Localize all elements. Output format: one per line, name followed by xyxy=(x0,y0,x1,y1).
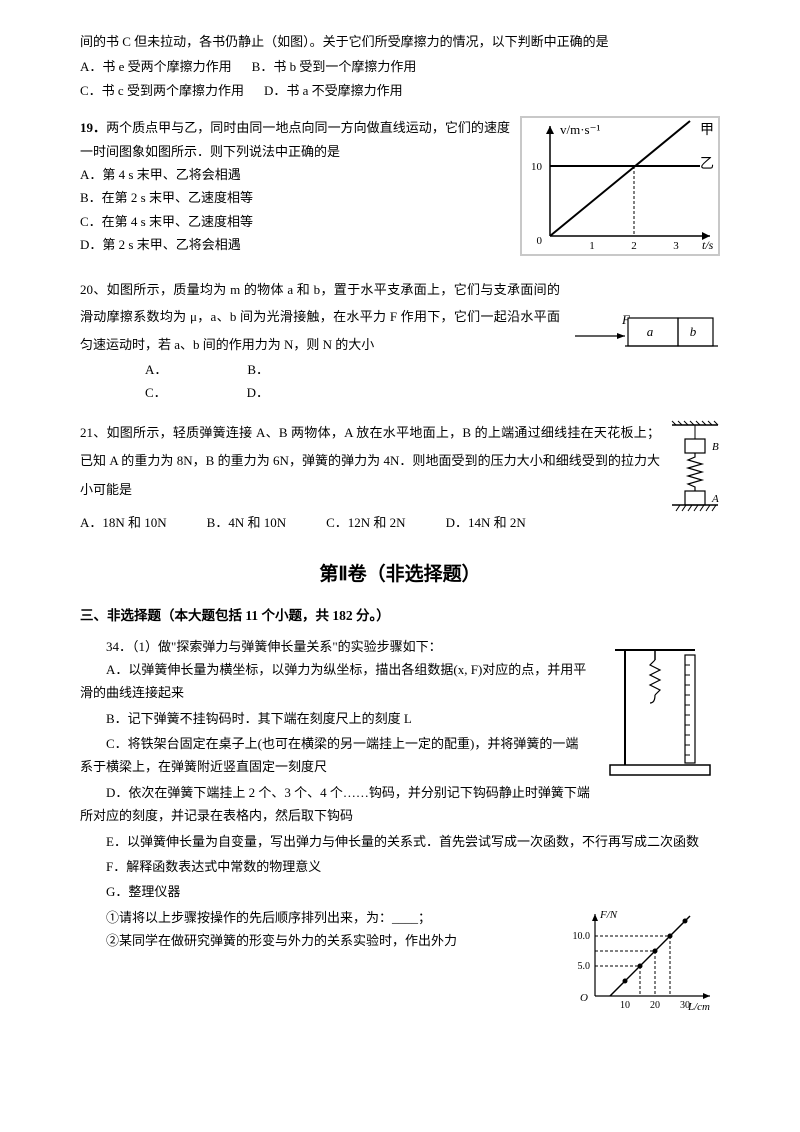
question-19: 1 2 3 10 0 v/m·s⁻¹ t/s 甲 乙 19．两个质点甲与乙，同时… xyxy=(80,116,720,262)
q18-opt-a: A．书 e 受两个摩擦力作用 xyxy=(80,55,232,78)
q34-step-g: G．整理仪器 xyxy=(80,880,720,903)
question-34: 34．（1）做"探索弹力与弹簧伸长量关系"的实验步骤如下： A．以弹簧伸长量为横… xyxy=(80,635,720,1022)
q34-step-d: D．依次在弹簧下端挂上 2 个、3 个、4 个……钩码，并分别记下钩码静止时弹簧… xyxy=(80,781,720,828)
q19-body: 两个质点甲与乙，同时由同一地点向同一方向做直线运动，它们的速度一时间图象如图所示… xyxy=(80,120,510,158)
svg-text:5.0: 5.0 xyxy=(578,961,591,972)
question-18-cont: 间的书 C 但未拉动，各书仍静止（如图）。关于它们所受摩擦力的情况，以下判断中正… xyxy=(80,30,720,102)
q20-opt-a: A． xyxy=(145,358,167,381)
question-21: B A 21、如图所示，轻质弹簧连接 A、B 两物体，A 放在水平地面上，B 的… xyxy=(80,419,720,534)
svg-text:0: 0 xyxy=(537,235,543,247)
q21-opt-c: C．12N 和 2N xyxy=(326,511,405,534)
q20-opt-c: C． xyxy=(145,381,167,404)
svg-text:F/N: F/N xyxy=(599,909,618,921)
q21-opt-a: A．18N 和 10N xyxy=(80,511,167,534)
svg-text:O: O xyxy=(580,992,588,1004)
svg-text:t/s: t/s xyxy=(702,238,714,252)
part3-title: 三、非选择题（本大题包括 11 个小题，共 182 分。） xyxy=(80,604,720,628)
q20-num: 20、 xyxy=(80,282,107,297)
question-20: F a b 20、如图所示，质量均为 m 的物体 a 和 b，置于水平支承面上，… xyxy=(80,276,720,405)
q34-chart: F/N L/cm O 5.0 10.0 10 20 30 xyxy=(570,906,720,1016)
q34-step-f: F．解释函数表达式中常数的物理意义 xyxy=(80,855,720,878)
q19-graph: 1 2 3 10 0 v/m·s⁻¹ t/s 甲 乙 xyxy=(520,116,720,256)
q21-body: 如图所示，轻质弹簧连接 A、B 两物体，A 放在水平地面上，B 的上端通过细线挂… xyxy=(80,425,660,497)
q21-num: 21、 xyxy=(80,425,107,440)
q34-intro-text: （1）做"探索弹力与弹簧伸长量关系"的实验步骤如下： xyxy=(132,639,442,654)
svg-text:v/m·s⁻¹: v/m·s⁻¹ xyxy=(560,122,600,137)
q21-options: A．18N 和 10N B．4N 和 10N C．12N 和 2N D．14N … xyxy=(80,511,660,534)
svg-text:10: 10 xyxy=(620,1000,630,1011)
q20-options: A． B． C． D． xyxy=(80,358,720,405)
q18-opt-d: D．书 a 不受摩擦力作用 xyxy=(264,79,403,102)
q34-step-e: E．以弹簧伸长量为自变量，写出弹力与伸长量的关系式．首先尝试写成一次函数，不行再… xyxy=(80,830,720,853)
svg-text:B: B xyxy=(712,441,719,453)
q20-opt-b: B． xyxy=(247,358,269,381)
svg-text:a: a xyxy=(647,324,654,339)
svg-text:20: 20 xyxy=(650,1000,660,1011)
svg-text:甲: 甲 xyxy=(700,123,714,138)
q21-figure: B A xyxy=(670,419,720,519)
svg-text:b: b xyxy=(690,324,697,339)
q20-body: 如图所示，质量均为 m 的物体 a 和 b，置于水平支承面上，它们与支承面间的滑… xyxy=(80,282,560,352)
q21-text: 21、如图所示，轻质弹簧连接 A、B 两物体，A 放在水平地面上，B 的上端通过… xyxy=(80,419,720,505)
q18-text: 间的书 C 但未拉动，各书仍静止（如图）。关于它们所受摩擦力的情况，以下判断中正… xyxy=(80,30,720,53)
q19-num: 19． xyxy=(80,120,106,135)
svg-text:30: 30 xyxy=(680,1000,690,1011)
q34-num: 34． xyxy=(106,639,132,654)
q34-apparatus xyxy=(600,635,720,785)
svg-text:2: 2 xyxy=(631,240,637,252)
svg-text:1: 1 xyxy=(589,240,595,252)
q21-opt-d: D．14N 和 2N xyxy=(446,511,526,534)
svg-text:10.0: 10.0 xyxy=(573,931,591,942)
svg-text:L/cm: L/cm xyxy=(687,1001,710,1013)
svg-text:10: 10 xyxy=(531,161,543,173)
q18-options: A．书 e 受两个摩擦力作用 B．书 b 受到一个摩擦力作用 C．书 c 受到两… xyxy=(80,55,720,102)
svg-text:3: 3 xyxy=(673,240,679,252)
svg-text:A: A xyxy=(711,493,719,505)
q18-opt-c: C．书 c 受到两个摩擦力作用 xyxy=(80,79,244,102)
q20-opt-d: D． xyxy=(247,381,269,404)
q18-opt-b: B．书 b 受到一个摩擦力作用 xyxy=(252,55,417,78)
q20-figure: F a b xyxy=(570,306,720,356)
q21-opt-b: B．4N 和 10N xyxy=(207,511,286,534)
svg-text:乙: 乙 xyxy=(700,156,714,172)
section-2-title: 第Ⅱ卷（非选择题） xyxy=(80,558,720,592)
svg-text:F: F xyxy=(621,312,631,327)
